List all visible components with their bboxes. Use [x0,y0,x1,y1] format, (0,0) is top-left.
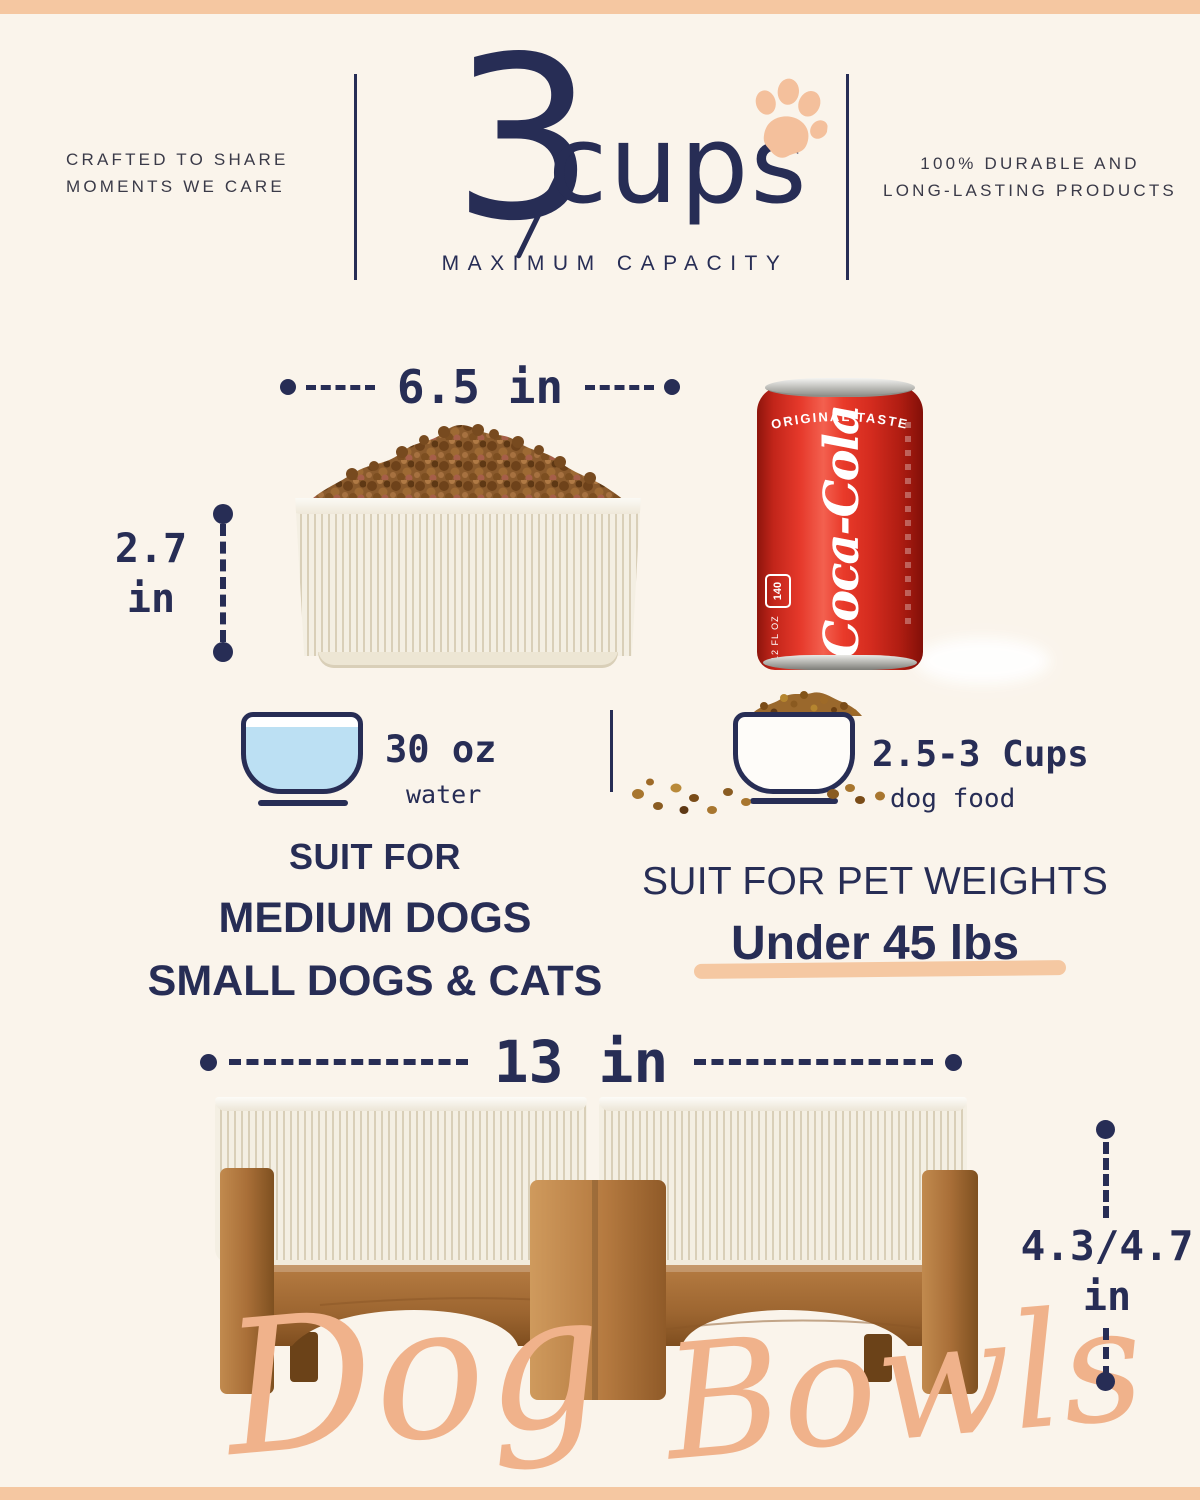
cola-can-top-text: ORIGINAL TASTE [770,409,909,432]
logo-caption: MAXIMUM CAPACITY [441,252,789,275]
dimension-endpoint-dot [664,379,681,395]
suitability-right: SUIT FOR PET WEIGHTS Under 45 lbs [640,860,1110,971]
food-capacity-value: 2.5-3 Cups [872,734,1089,775]
bottom-accent-bar [0,1487,1200,1500]
header-divider-right [846,74,849,280]
cola-can-bottom-rim [763,655,917,670]
dimension-dash-line [220,524,226,642]
food-pile-icon [750,691,862,716]
cola-can-body [757,386,923,670]
dimension-endpoint-dot [280,379,296,395]
paw-icon [755,78,828,158]
cola-can-image: ORIGINAL TASTE Coca-Cola 140 12 FL OZ [757,378,923,670]
suit-for-label: SUIT FOR [289,836,461,877]
header-divider-left [354,74,357,280]
dimension-dash-line [694,1059,934,1065]
stand-width-label: 13 in [493,1028,669,1096]
bowl-width-dimension: 6.5 in [280,358,681,416]
pet-weights-label: SUIT FOR PET WEIGHTS [641,860,1109,903]
dimension-endpoint-dot [1096,1120,1115,1139]
dimension-dash-line [585,384,655,390]
bowl-height-dimension-label: 2.7 in [96,524,206,624]
small-dogs-cats-label: SMALL DOGS & CATS [147,957,603,1005]
single-bowl-base [318,652,618,668]
wooden-stand-image [220,1168,978,1400]
dimension-dash-line [306,384,375,390]
water-bowl-icon [241,712,363,794]
stand-left-bowl-image [215,1097,587,1263]
water-capacity-value: 30 oz [385,728,497,771]
dimension-dash-line [1103,1328,1109,1378]
highlight-blur [916,638,1050,684]
cola-logo-text: Coca-Cola [814,405,870,659]
under-45lbs-label: Under 45 lbs [730,917,1020,970]
left-tagline: CRAFTED TO SHARE MOMENTS WE CARE [66,146,289,200]
logo-unit: cups [548,103,809,228]
scattered-kibble-icon [632,778,885,814]
left-tagline-line1: CRAFTED TO SHARE [66,150,289,169]
top-accent-bar [0,0,1200,14]
food-capacity-label: dog food [890,784,1016,814]
suitability-left: SUIT FOR MEDIUM DOGS SMALL DOGS & CATS [130,836,620,1006]
right-tagline: 100% DURABLE AND LONG-LASTING PRODUCTS [860,150,1200,204]
medium-dogs-label: MEDIUM DOGS [218,894,532,942]
stand-height-value: 4.3/4.7 [1020,1222,1194,1270]
bowl-height-unit: in [126,576,176,622]
dimension-endpoint-dot [1096,1372,1115,1391]
bowl-width-label: 6.5 in [396,360,564,414]
cola-can-lid [765,378,915,397]
dimension-endpoint-dot [213,504,233,524]
cola-side-print [905,422,911,626]
right-tagline-line1: 100% DURABLE AND [920,154,1140,173]
logo-number: 3 [452,9,596,271]
right-tagline-line2: LONG-LASTING PRODUCTS [883,181,1177,201]
stand-width-dimension: 13 in [200,1028,963,1096]
water-capacity-label: water [406,780,482,809]
food-bowl-icon [733,712,855,794]
bowl-height-value: 2.7 [114,526,188,572]
cola-size-text: 12 FL OZ [770,615,780,661]
bowl-height-dimension-line [213,504,233,662]
water-bowl-base-icon [258,800,348,806]
dimension-endpoint-dot [200,1053,217,1071]
food-bowl-base-icon [750,798,838,804]
single-bowl-image [295,498,641,656]
script-word-dog: Dog [216,1249,612,1499]
stand-height-unit: in [1082,1274,1132,1320]
left-tagline-line2: MOMENTS WE CARE [66,177,285,197]
capacity-divider [610,710,613,792]
dimension-dash-line [1103,1142,1109,1218]
dimension-endpoint-dot [213,642,233,662]
dimension-dash-line [229,1059,468,1065]
dimension-endpoint-dot [945,1053,963,1071]
kibble-pile-image [300,424,634,512]
